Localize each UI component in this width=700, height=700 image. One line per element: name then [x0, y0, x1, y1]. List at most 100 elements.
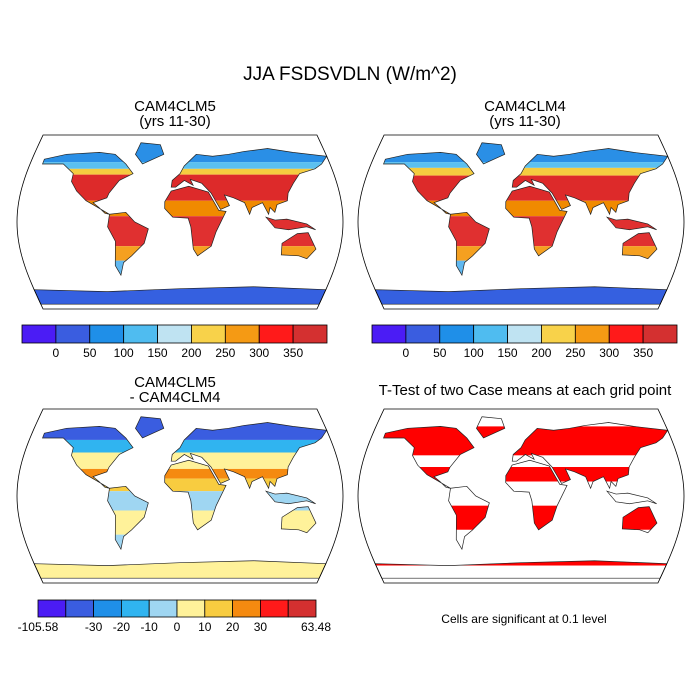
land-shade: [34, 416, 327, 440]
panel-subtitle: (yrs 11-30): [139, 113, 210, 130]
panel-title: CAM4CLM4: [484, 98, 566, 115]
colorbar-box: [93, 599, 122, 618]
colorbar-label: -30: [85, 620, 103, 634]
colorbar-label: -105.58: [18, 620, 59, 634]
panel-title: T-Test of two Case means at each grid po…: [379, 382, 672, 399]
colorbar-label: 0: [403, 346, 410, 360]
land-shade: [375, 416, 668, 427]
colorbar-box: [157, 324, 192, 344]
coastline: [511, 148, 669, 216]
colorbar-box: [224, 324, 260, 344]
colorbar-box: [405, 324, 441, 344]
coastline: [605, 490, 657, 505]
land-shade: [375, 505, 668, 530]
land-shade: [375, 565, 668, 579]
footnote: Cells are significant at 0.1 level: [441, 612, 606, 626]
coastline: [374, 286, 668, 305]
land-shade: [34, 162, 327, 169]
coastline: [374, 560, 668, 579]
land-shade: [375, 467, 668, 482]
panel-title: CAM4CLM5: [134, 98, 216, 115]
map-outline: [357, 134, 685, 310]
coastline: [170, 148, 328, 216]
colorbar-label: 100: [114, 346, 134, 360]
colorbar-box: [258, 324, 294, 344]
colorbar-label: 200: [531, 346, 551, 360]
land-shade: [34, 468, 327, 479]
coastline: [505, 185, 568, 257]
coastline: [135, 142, 165, 165]
coastline: [383, 152, 475, 215]
colorbar-label: 20: [226, 620, 240, 634]
land-shade: [34, 246, 327, 261]
colorbar-box: [507, 324, 542, 344]
coastline: [135, 416, 165, 439]
colorbar-box: [176, 599, 206, 618]
land-shade: [375, 216, 668, 247]
colorbar-label: 30: [254, 620, 268, 634]
coastline: [511, 422, 669, 490]
coastline: [107, 485, 149, 551]
land-shade: [34, 200, 327, 217]
colorbar-box: [574, 324, 610, 344]
colorbar-label: 63.48: [301, 620, 331, 634]
coastline: [33, 286, 327, 305]
coastline: [170, 422, 328, 490]
coastline: [280, 232, 317, 260]
coastline: [264, 216, 316, 231]
land-shade: [34, 557, 327, 579]
colorbar-label: 350: [633, 346, 653, 360]
land-shade: [34, 478, 327, 492]
land-shade: [375, 200, 668, 217]
colorbar-box: [439, 324, 475, 344]
coastline: [448, 485, 490, 551]
map-outline: [357, 408, 685, 584]
coastline: [164, 185, 227, 257]
land-shade: [375, 167, 668, 176]
land-shade: [34, 534, 327, 558]
colorbar-box: [287, 599, 317, 618]
coastline: [33, 560, 327, 579]
land-shade: [34, 174, 327, 201]
coastline: [383, 426, 475, 489]
colorbar-box: [37, 599, 67, 618]
panel-title: CAM4CLM5: [134, 374, 216, 391]
land-shade: [375, 283, 668, 305]
land-shade: [375, 162, 668, 168]
colorbar-label: 250: [565, 346, 585, 360]
colorbar-box: [473, 324, 508, 344]
land-shade: [375, 246, 668, 261]
colorbar-label: 50: [433, 346, 447, 360]
colorbar-label: -20: [113, 620, 131, 634]
coastline: [505, 459, 568, 531]
colorbar-label: 300: [249, 346, 269, 360]
colorbar-label: 150: [498, 346, 518, 360]
colorbar-label: 200: [181, 346, 201, 360]
colorbar-box: [642, 324, 678, 344]
colorbar-box: [148, 599, 178, 618]
colorbar-box: [191, 324, 226, 344]
colorbar-box: [123, 324, 158, 344]
land-shade: [34, 283, 327, 305]
land-shade: [375, 142, 668, 163]
colorbar-box: [232, 599, 261, 618]
colorbar-box: [21, 324, 57, 344]
coastline: [280, 506, 317, 534]
coastline: [42, 152, 134, 215]
land-shade: [34, 452, 327, 469]
land-shade: [34, 260, 327, 284]
coastline: [107, 211, 149, 277]
colorbar-label: -10: [141, 620, 159, 634]
colorbar-box: [55, 324, 91, 344]
colorbar-label: 300: [599, 346, 619, 360]
land-shade: [34, 216, 327, 247]
colorbar-label: 350: [283, 346, 303, 360]
colorbar-box: [541, 324, 576, 344]
map-outline: [16, 134, 344, 310]
colorbar-box: [204, 599, 234, 618]
land-shade: [375, 260, 668, 284]
map-outline: [16, 408, 344, 584]
coastline: [264, 490, 316, 505]
colorbar-box: [65, 599, 95, 618]
colorbar-box: [259, 599, 289, 618]
